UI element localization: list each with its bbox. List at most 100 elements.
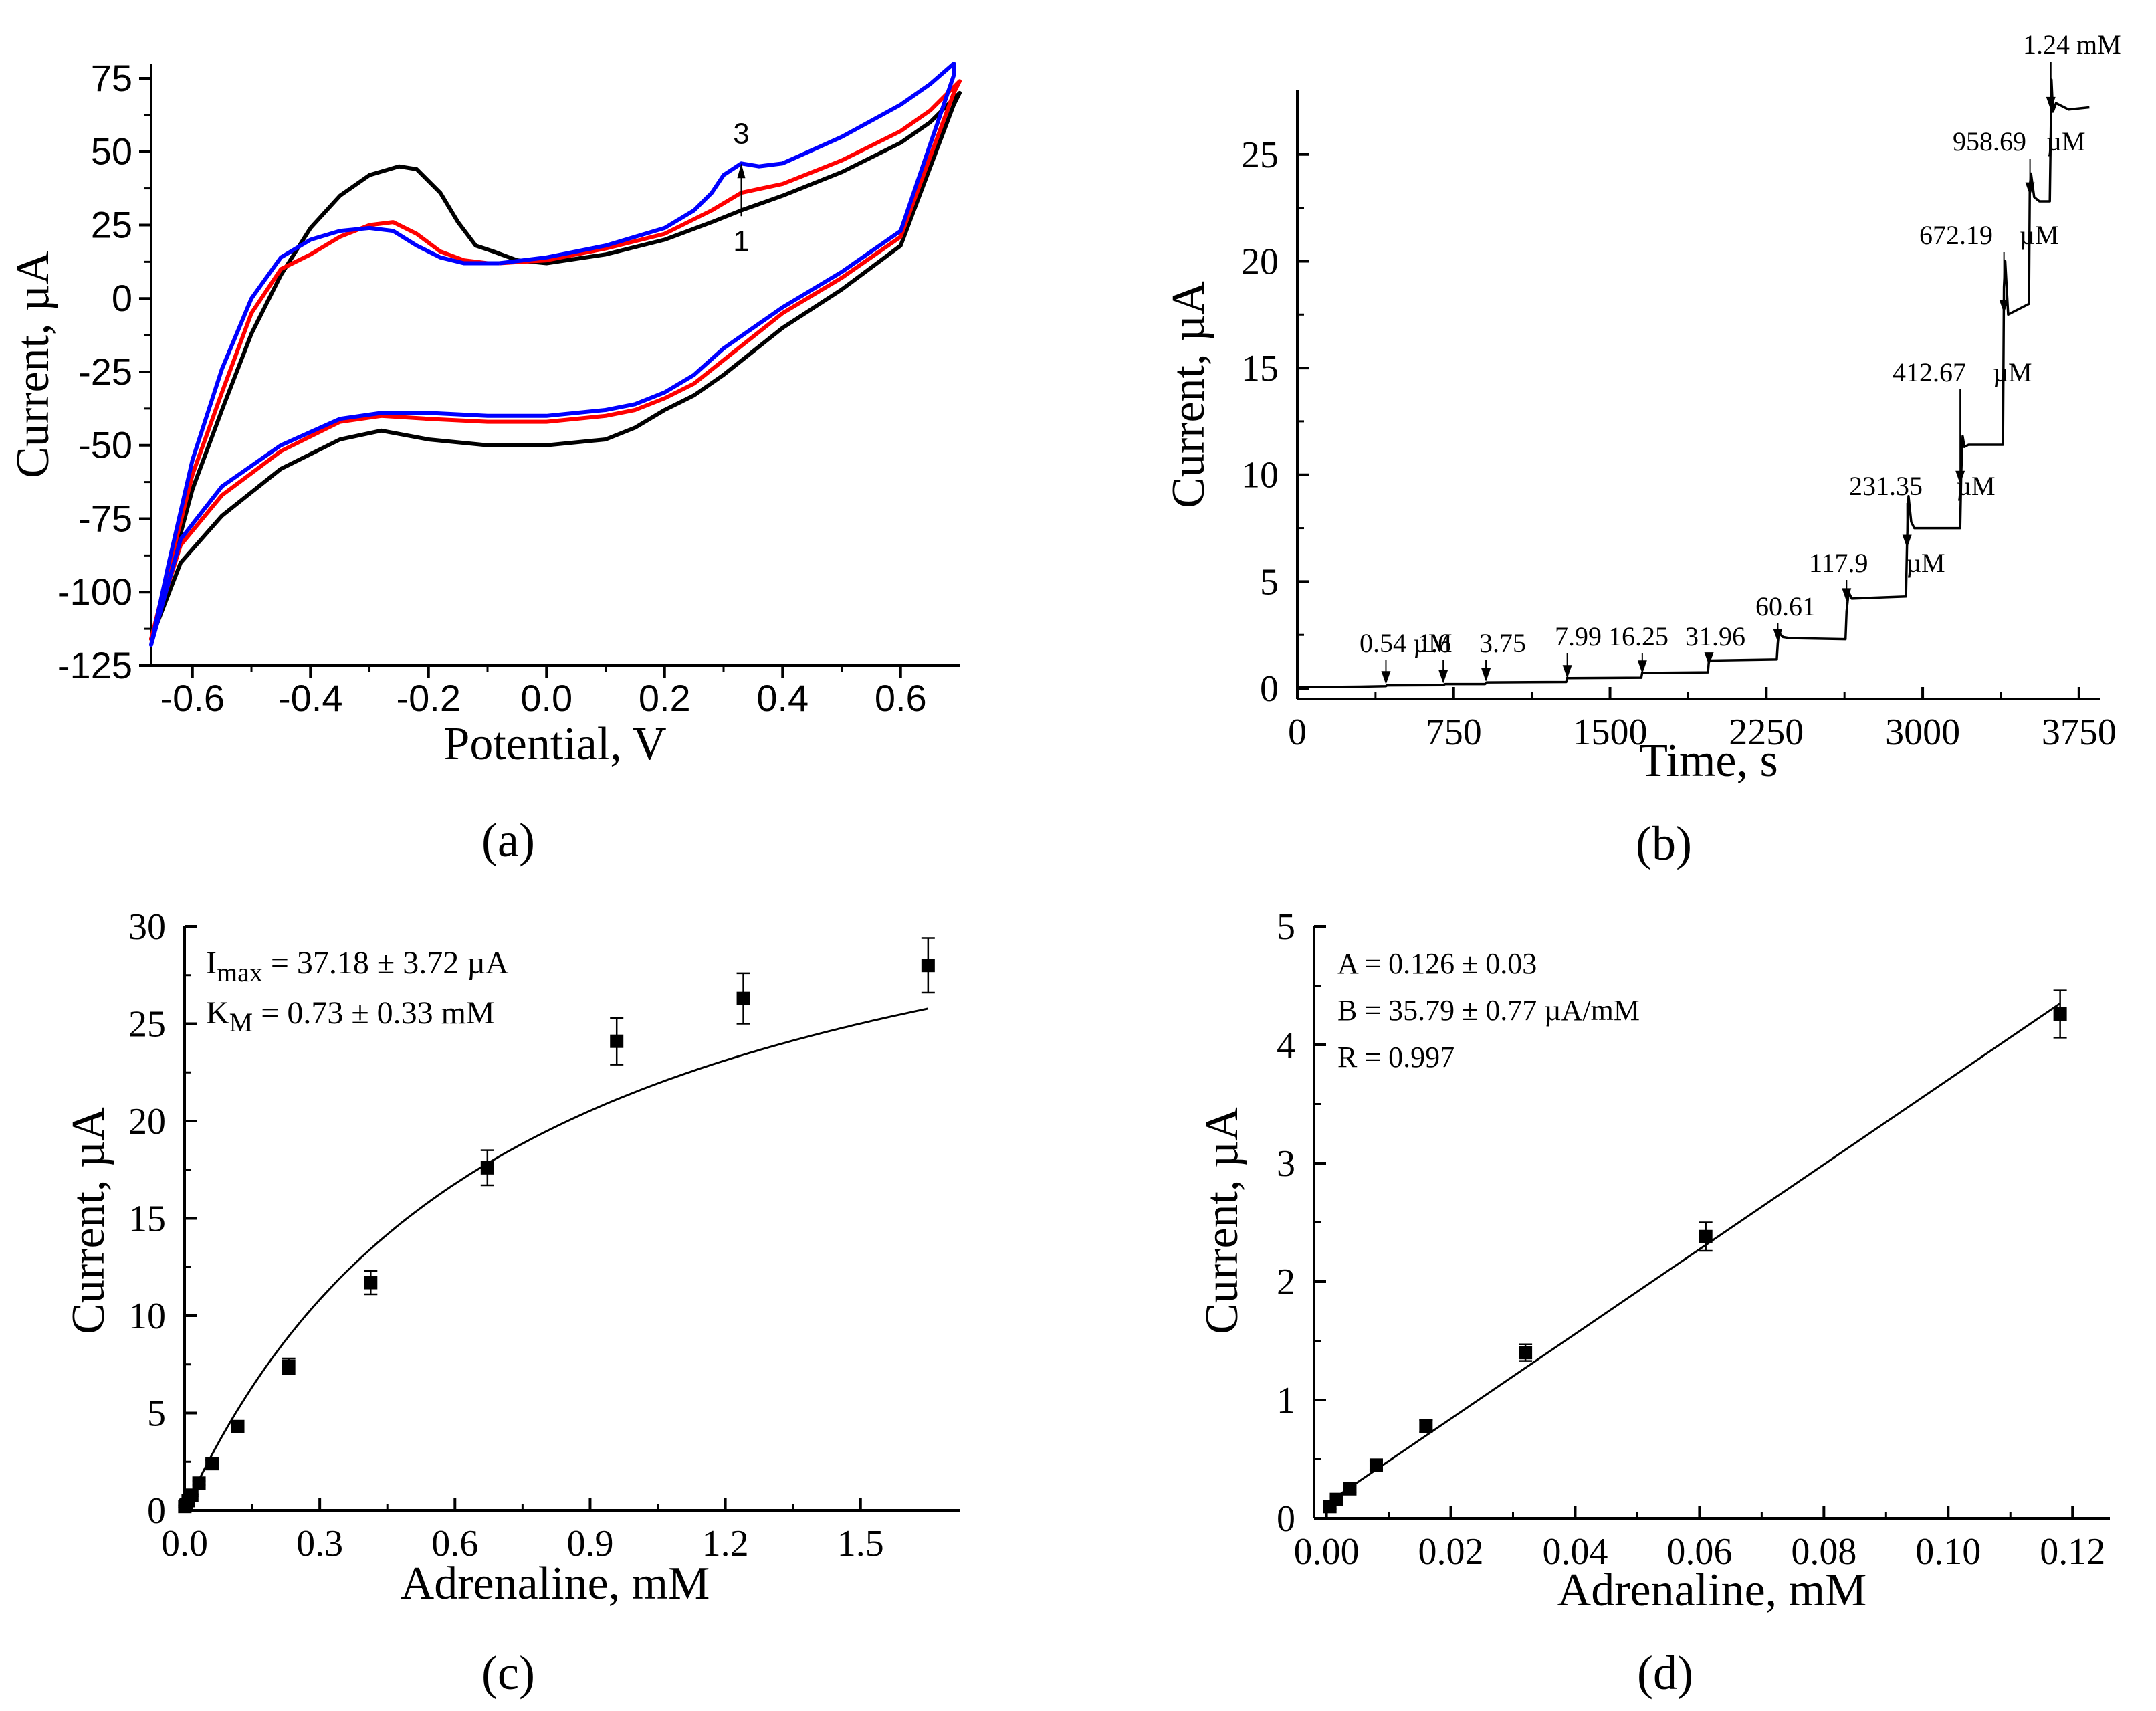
panel-a-series-2-line xyxy=(151,81,960,639)
panel-d-x-tick-label: 0.12 xyxy=(2040,1531,2105,1573)
panel-c-legend-km-main: K xyxy=(206,995,229,1031)
panel-c-legend-km-sub: M xyxy=(229,1007,253,1037)
panel-b-ann-6: 60.61 xyxy=(1755,591,1816,621)
panel-a-x-tick-label: 0.6 xyxy=(875,677,927,719)
panel-d-y-tick-label: 4 xyxy=(1277,1025,1295,1066)
panel-b-ann-3: 7.99 xyxy=(1555,621,1602,651)
panel-d-x-tick-label: 0.00 xyxy=(1294,1531,1360,1573)
panel-b-ann-1: 1.6 xyxy=(1418,628,1451,658)
panel-c-data-point xyxy=(481,1161,494,1175)
panel-a-y-axis-label: Current, µA xyxy=(7,251,59,478)
panel-b-y-tick-label: 15 xyxy=(1241,348,1279,389)
panel-c-data-point xyxy=(737,992,750,1005)
panel-a-x-axis-label: Potential, V xyxy=(443,718,666,770)
panel-c-data-point xyxy=(610,1035,623,1048)
panel-a-series-1-line xyxy=(151,93,960,639)
panel-c-x-axis-label: Adrenaline, mM xyxy=(401,1558,710,1609)
panel-d-label: (d) xyxy=(1637,1646,1693,1700)
panel-a-y-tick-label: 75 xyxy=(91,57,132,99)
panel-d-y-axis-label: Current, µA xyxy=(1196,1107,1248,1334)
panel-a-chart: -0.6 -0.4 -0.2 0.0 0.2 0.4 0.67550250-25-50-75… xyxy=(7,57,960,867)
panel-b-y-tick-label: 20 xyxy=(1241,241,1279,282)
panel-b-x-tick-label: 1500 xyxy=(1573,712,1648,753)
panel-b-arrow-head xyxy=(1705,652,1714,666)
panel-b-ann-5: 31.96 xyxy=(1685,621,1745,651)
panel-d-y-tick-label: 2 xyxy=(1277,1262,1295,1303)
panel-a-y-tick-label: -75 xyxy=(78,497,132,539)
panel-b-ann-4: 16.25 xyxy=(1608,621,1668,651)
panel-c-y-tick-label: 15 xyxy=(128,1199,166,1240)
panel-a-series-3-line xyxy=(151,64,954,645)
panel-a-annotation-3: 3 xyxy=(733,118,749,150)
panel-d-y-tick-label: 0 xyxy=(1277,1498,1295,1540)
panel-d-x-tick-label: 0.02 xyxy=(1418,1531,1484,1573)
panel-a-y-tick-label: -125 xyxy=(58,644,132,686)
panel-b-x-tick-label: 0 xyxy=(1288,712,1307,753)
panel-d-data-point xyxy=(1329,1493,1343,1506)
panel-b-x-tick-label: 3750 xyxy=(2042,712,2117,753)
panel-d-data-point xyxy=(2054,1007,2067,1021)
panel-a-y-tick-label: 25 xyxy=(91,203,132,245)
panel-a-x-tick-label: 0.0 xyxy=(520,677,572,719)
panel-b-y-tick-label: 5 xyxy=(1260,561,1279,603)
panel-d-data-point xyxy=(1370,1458,1383,1472)
panel-b-ann-17: 1.24 mM xyxy=(2023,29,2121,60)
panel-d-data-point xyxy=(1519,1346,1532,1359)
panel-c-y-tick-label: 25 xyxy=(128,1004,166,1045)
figure-canvas: -0.6 -0.4 -0.2 0.0 0.2 0.4 0.67550250-25-50-75… xyxy=(0,0,2156,1711)
panel-a-plot-area: -0.6 -0.4 -0.2 0.0 0.2 0.4 0.67550250-25-50-75… xyxy=(58,57,960,719)
panel-a-x-tick-label: -0.6 xyxy=(160,677,225,719)
panel-c-label: (c) xyxy=(481,1646,535,1700)
panel-d-legend-r: R = 0.997 xyxy=(1337,1041,1454,1074)
panel-b-x-tick-label: 3000 xyxy=(1885,712,1960,753)
panel-b-ann-2: 3.75 xyxy=(1479,628,1526,658)
panel-b-response-line xyxy=(1297,80,2089,687)
panel-a-y-tick-label: 50 xyxy=(91,130,132,173)
panel-b-y-tick-label: 10 xyxy=(1241,455,1279,496)
panel-d-fit-line xyxy=(1327,1003,2060,1504)
panel-c-fit-curve xyxy=(185,1009,928,1510)
panel-b-y-axis-label: Current, µA xyxy=(1163,281,1214,508)
panel-b-y-tick-label: 25 xyxy=(1241,134,1279,176)
panel-d-data-point xyxy=(1343,1482,1356,1496)
panel-c-legend-imax-main: I xyxy=(206,945,217,981)
panel-d-x-axis-label: Adrenaline, mM xyxy=(1557,1565,1867,1616)
panel-c-y-tick-label: 0 xyxy=(147,1490,166,1532)
panel-b-ann-14: µM xyxy=(2020,220,2059,250)
panel-b-ann-10: µM xyxy=(1956,471,1996,501)
panel-c-data-point xyxy=(364,1276,377,1290)
panel-d-data-point xyxy=(1419,1419,1432,1433)
panel-c-x-tick-label: 0.3 xyxy=(296,1523,343,1565)
panel-a-x-tick-label: 0.2 xyxy=(639,677,691,719)
panel-c-data-point xyxy=(193,1476,206,1490)
panel-b-arrow-head xyxy=(1438,670,1448,684)
panel-a-y-tick-label: -25 xyxy=(78,350,132,393)
panel-d-chart: 0.00 0.02 0.04 0.06 0.08 0.10 0.12012345 Curre… xyxy=(1196,906,2110,1700)
panel-b-y-tick-label: 0 xyxy=(1260,668,1279,710)
panel-b-ann-16: µM xyxy=(2046,126,2086,157)
panel-a-annotation-1: 1 xyxy=(733,225,749,258)
panel-c-y-tick-label: 5 xyxy=(147,1393,166,1435)
panel-b-arrow-head xyxy=(1563,665,1572,678)
panel-c-data-point xyxy=(205,1457,219,1470)
panel-c-data-point xyxy=(922,959,935,972)
panel-b-x-axis-label: Time, s xyxy=(1639,735,1778,787)
panel-b-ann-11: 412.67 xyxy=(1893,357,1966,387)
panel-a-x-tick-label: 0.4 xyxy=(756,677,808,719)
panel-d-data-point xyxy=(1699,1230,1713,1243)
panel-c-legend-km: KM = 0.73 ± 0.33 mM xyxy=(206,995,495,1037)
panel-d-y-tick-label: 3 xyxy=(1277,1143,1295,1185)
panel-d-legend-a: A = 0.126 ± 0.03 xyxy=(1337,947,1537,980)
panel-b-ann-12: µM xyxy=(1993,357,2032,387)
panel-b-arrow-head xyxy=(1903,534,1912,548)
panel-a-y-tick-label: 0 xyxy=(112,277,132,319)
panel-b-arrow-head xyxy=(1481,668,1491,682)
panel-a-y-tick-label: -100 xyxy=(58,571,132,613)
panel-b-ann-15: 958.69 xyxy=(1953,126,2026,157)
panel-d-x-tick-label: 0.10 xyxy=(1915,1531,1981,1573)
panel-c-legend-km-value: = 0.73 ± 0.33 mM xyxy=(253,995,494,1031)
panel-a-y-tick-label: -50 xyxy=(78,424,132,466)
panel-b-ann-13: 672.19 xyxy=(1919,220,1993,250)
panel-d-y-tick-label: 5 xyxy=(1277,906,1295,948)
panel-a-x-tick-label: -0.2 xyxy=(397,677,461,719)
